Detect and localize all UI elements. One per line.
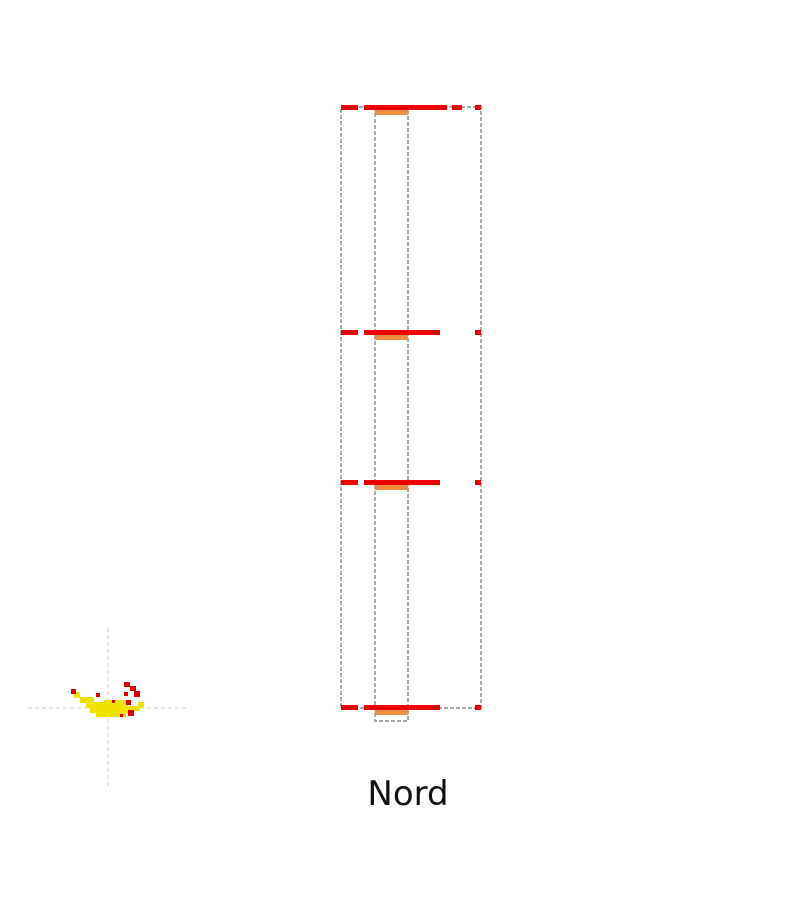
floor-line [341, 480, 481, 490]
position-marker [28, 628, 188, 788]
view-label: Nord [367, 774, 449, 814]
floor-line [341, 330, 481, 340]
floor-line [341, 705, 481, 715]
floor-lines [341, 105, 481, 715]
opening-column-outline [374, 106, 409, 722]
facade-outline [340, 106, 482, 722]
marker-blob [71, 682, 144, 717]
building-outline [340, 106, 482, 709]
floor-line [341, 105, 481, 115]
